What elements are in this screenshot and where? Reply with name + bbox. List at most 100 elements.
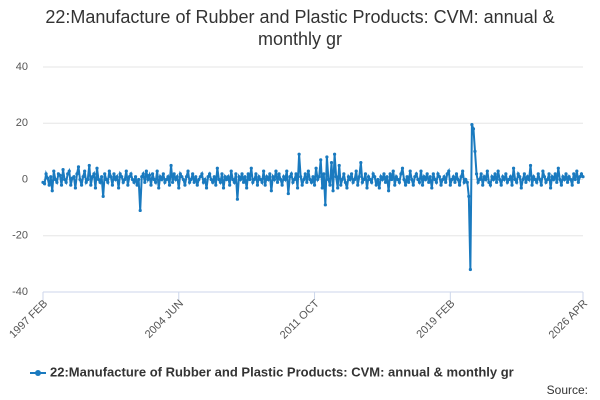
x-tick-label: 2004 JUN <box>143 298 186 341</box>
point <box>191 172 195 176</box>
y-tick-label: 20 <box>16 117 28 129</box>
point <box>223 175 227 179</box>
point <box>487 180 491 184</box>
point <box>158 175 162 179</box>
point <box>570 183 574 187</box>
point <box>149 183 153 187</box>
point <box>277 172 281 176</box>
point <box>140 175 144 179</box>
point <box>78 177 82 182</box>
point <box>98 180 102 184</box>
point <box>104 177 108 182</box>
point <box>44 172 48 176</box>
point <box>96 177 101 182</box>
point <box>174 177 178 182</box>
point <box>175 175 179 179</box>
point <box>218 180 223 184</box>
point <box>282 175 286 179</box>
point <box>177 186 181 190</box>
point <box>385 175 389 179</box>
point <box>204 186 209 190</box>
point <box>55 180 59 184</box>
point <box>410 177 414 182</box>
point <box>416 177 420 182</box>
point <box>408 169 412 173</box>
point <box>513 177 517 182</box>
point <box>129 172 133 176</box>
point <box>100 175 104 179</box>
point <box>288 175 292 179</box>
point <box>189 177 193 182</box>
point <box>565 180 570 184</box>
x-tick-label: 1997 FEB <box>7 298 50 341</box>
point <box>311 175 315 179</box>
point <box>348 177 352 182</box>
point <box>231 177 235 182</box>
point <box>252 177 256 182</box>
point <box>522 172 526 176</box>
point <box>144 169 148 173</box>
point <box>536 172 540 176</box>
point <box>169 163 173 168</box>
point <box>510 183 514 187</box>
point <box>220 172 224 176</box>
point <box>192 180 196 184</box>
point <box>581 175 585 179</box>
point <box>235 197 239 201</box>
point <box>380 177 385 182</box>
point <box>542 175 547 179</box>
point <box>50 189 54 193</box>
point <box>228 183 232 187</box>
point <box>346 175 351 179</box>
point <box>294 172 298 176</box>
point <box>339 183 343 187</box>
point <box>289 172 293 176</box>
point <box>553 172 557 176</box>
point <box>155 169 159 173</box>
point <box>75 172 79 176</box>
point <box>490 175 494 179</box>
point <box>456 177 460 182</box>
point <box>124 169 128 173</box>
point <box>428 175 432 179</box>
point <box>403 183 408 187</box>
point <box>399 172 403 176</box>
point <box>197 177 201 182</box>
point <box>308 177 312 182</box>
point <box>297 152 301 156</box>
point <box>434 180 439 184</box>
point <box>286 191 290 196</box>
point <box>198 175 202 179</box>
point <box>211 180 215 184</box>
point <box>533 177 537 182</box>
point <box>206 175 210 179</box>
point <box>106 180 110 184</box>
point <box>320 186 324 190</box>
point <box>552 177 556 182</box>
point <box>63 177 67 182</box>
point <box>232 180 236 184</box>
legend-label: 22:Manufacture of Rubber and Plastic Pro… <box>50 364 514 379</box>
point <box>507 177 511 182</box>
point <box>143 180 147 184</box>
point <box>126 183 130 187</box>
point <box>292 177 297 182</box>
point <box>325 155 329 159</box>
point <box>152 177 156 182</box>
point <box>366 175 371 179</box>
point <box>309 180 314 184</box>
point <box>117 186 121 190</box>
point <box>157 186 161 190</box>
point <box>266 177 270 182</box>
point <box>413 175 417 179</box>
point <box>467 194 471 198</box>
point <box>464 177 468 182</box>
point <box>436 172 440 176</box>
point <box>461 169 465 173</box>
point <box>42 182 47 186</box>
point <box>387 189 391 193</box>
point <box>138 208 142 213</box>
point <box>299 175 303 179</box>
x-tick-label: 2011 OCT <box>278 297 322 341</box>
point <box>445 172 449 176</box>
